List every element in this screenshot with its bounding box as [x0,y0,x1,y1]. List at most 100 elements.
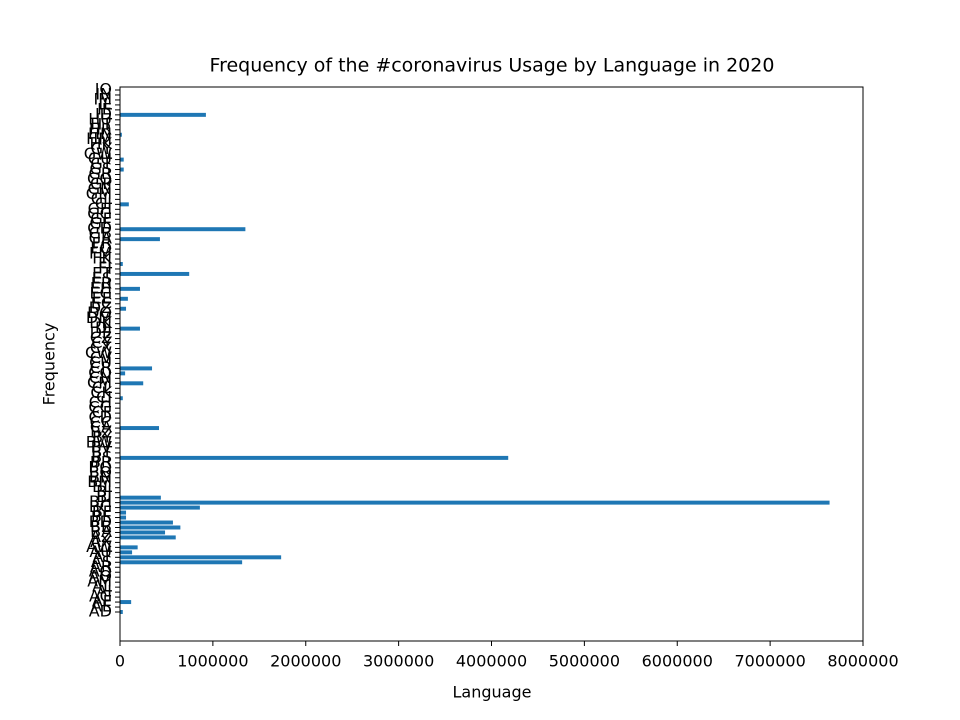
x-tick-label: 2000000 [270,652,341,671]
y-tick-label: EG [89,283,112,302]
y-tick-label: GI [95,194,112,213]
y-tick-label: AS [91,552,112,571]
bar [120,296,128,301]
y-tick-label: BG [89,497,112,516]
y-tick-label: BM [87,472,112,491]
y-tick-label: AT [93,547,113,566]
bar [120,530,166,535]
bar [120,550,133,555]
y-tick-label: CK [90,383,112,402]
y-tick-label: BQ [88,457,112,476]
y-tick-label: GM [86,184,112,203]
y-tick-label: HM [86,129,112,148]
y-tick-label: AG [89,587,112,606]
y-tick-label: GL [91,189,112,208]
bar [120,500,830,505]
bar [120,306,127,311]
y-tick-label: HR [89,119,112,138]
bar [120,326,140,331]
y-tick-label: BH [89,492,112,511]
y-tick-label: BJ [96,482,112,501]
y-tick-label: FJ [98,254,112,273]
bar [120,167,124,172]
y-tick-label: CL [92,378,112,397]
y-tick-label: DM [86,308,112,327]
bar [120,560,243,565]
y-tick-label: BZ [90,423,112,442]
x-tick-label: 6000000 [642,652,713,671]
y-tick-label: GR [88,164,112,183]
y-tick-label: CY [91,333,112,352]
y-tick-label: AW [86,537,112,556]
bar [120,271,190,276]
y-tick-label: BY [92,428,112,447]
bar [120,237,160,242]
y-tick-label: GT [90,154,112,173]
y-tick-label: ER [91,273,112,292]
bar [120,505,200,510]
bar [120,227,246,232]
y-tick-label: BW [86,432,112,451]
y-tick-label: GH [88,199,112,218]
x-tick-label: 7000000 [734,652,805,671]
y-tick-label: HK [89,134,112,153]
y-tick-label: AD [89,602,112,621]
y-tick-label: GE [89,214,112,233]
bar [120,535,176,540]
y-tick-label: IO [95,80,112,99]
y-tick-label: CO [88,363,112,382]
y-tick-label: GQ [87,169,112,188]
x-tick-label: 4000000 [456,652,527,671]
bar [120,396,123,401]
bar [120,525,181,530]
y-tick-label: BV [91,437,112,456]
y-tick-label: HN [88,124,112,143]
y-tick-label: IN [95,84,112,103]
y-tick-label: FM [89,244,112,263]
y-tick-label: GP [90,174,112,193]
bar [120,520,173,525]
y-tick-label: IE [97,99,112,118]
y-tick-label: CH [89,393,112,412]
y-tick-label: CM [87,373,112,392]
bar [120,555,282,560]
y-tick-label: CI [96,388,112,407]
bar [120,157,124,162]
y-tick-label: CD [89,408,113,427]
y-tick-label: BR [90,452,112,471]
y-tick-label: AZ [90,527,112,546]
y-tick-label: IM [93,89,112,108]
y-tick-label: CV [90,348,112,367]
y-tick-label: GA [89,229,112,248]
bar [120,371,126,376]
x-tick-label: 3000000 [363,652,434,671]
y-tick-label: AR [90,557,112,576]
y-tick-label: GG [87,204,112,223]
y-tick-label: HU [88,109,112,128]
bar [120,132,122,137]
y-tick-label: BE [91,507,112,526]
y-tick-label: BN [89,467,112,486]
bar [120,112,206,117]
x-tick-label: 8000000 [827,652,898,671]
y-axis-label: Frequency [40,323,59,406]
bar [120,515,127,520]
y-tick-label: GW [84,144,112,163]
x-tick-label: 1000000 [177,652,248,671]
y-tick-label: CZ [90,328,112,347]
y-tick-label: BS [91,447,112,466]
y-tick-label: AM [87,572,112,591]
y-tick-label: AO [89,567,112,586]
y-tick-label: DO [87,303,112,322]
y-tick-label: AL [92,577,112,596]
y-tick-label: CF [92,403,112,422]
y-tick-label: EC [91,293,112,312]
bar [120,510,127,515]
y-tick-label: GF [90,209,112,228]
bar [120,600,132,605]
y-tick-label: AX [90,532,112,551]
bar [120,426,160,431]
y-tick-label: BI [96,487,112,506]
